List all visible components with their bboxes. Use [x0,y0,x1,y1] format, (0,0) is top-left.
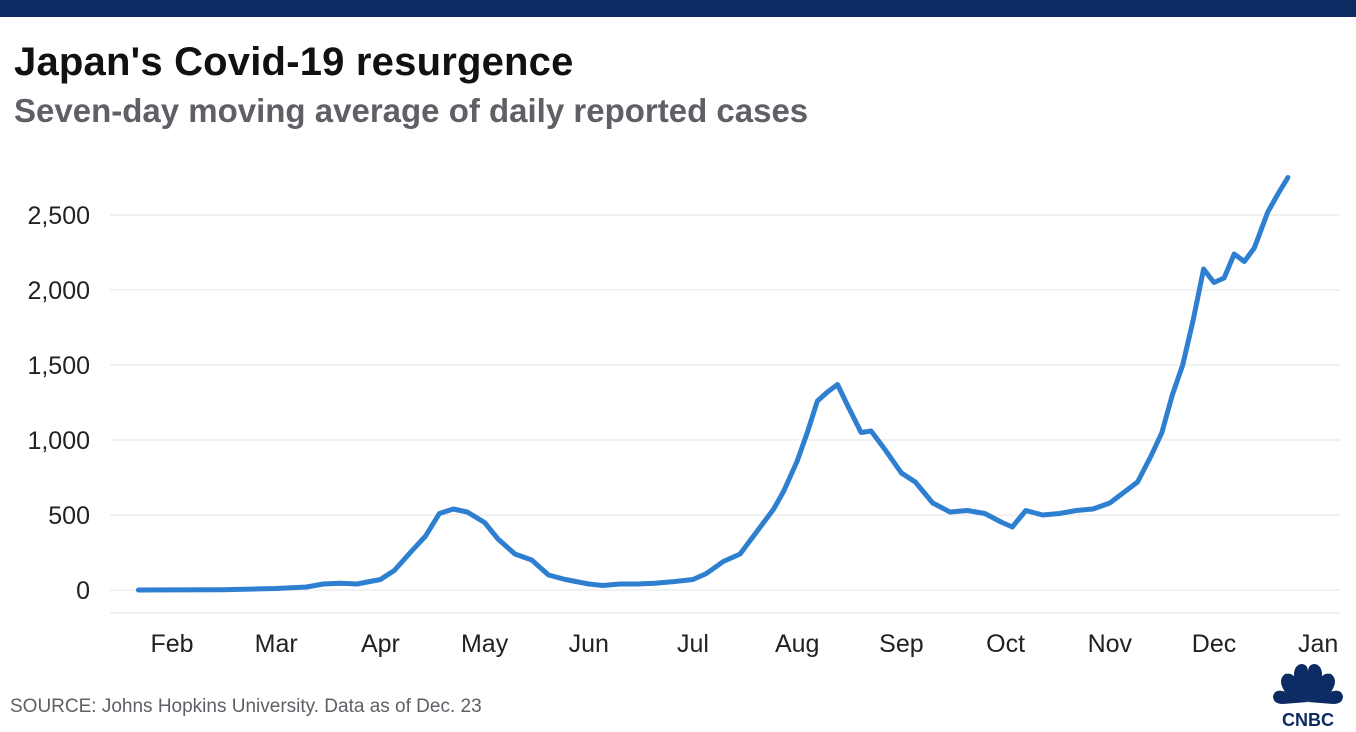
chart-title: Japan's Covid-19 resurgence [14,40,574,84]
gridlines [110,214,1340,614]
source-note: SOURCE: Johns Hopkins University. Data a… [10,696,482,717]
cnbc-peacock-logo: CNBC [1273,664,1343,730]
y-tick-label: 2,000 [27,277,90,305]
x-tick-label: Jan [1298,630,1338,658]
x-tick-label: Dec [1192,630,1236,658]
x-tick-label: Aug [775,630,819,658]
y-tick-label: 0 [76,577,90,605]
top-brand-bar [0,0,1356,17]
svg-text:CNBC: CNBC [1282,710,1334,730]
chart-subtitle: Seven-day moving average of daily report… [14,92,809,129]
y-tick-label: 1,000 [27,427,90,455]
x-tick-label: Jul [677,630,709,658]
y-tick-label: 2,500 [27,202,90,230]
x-tick-label: Jun [569,630,609,658]
x-tick-label: May [461,630,509,658]
x-tick-label: Mar [255,630,298,658]
x-tick-label: Nov [1088,630,1133,658]
x-tick-label: Apr [361,630,400,658]
series-line-daily-cases [135,175,1291,593]
y-axis-ticks: 0 500 1,000 1,500 2,000 2,500 [27,202,90,605]
x-tick-label: Feb [150,630,193,658]
x-tick-label: Sep [879,630,923,658]
y-tick-label: 1,500 [27,352,90,380]
x-tick-label: Oct [986,630,1025,658]
x-axis-ticks: Feb Mar Apr May Jun Jul Aug Sep Oct Nov Dec Jan [150,630,1338,658]
y-tick-label: 500 [48,502,90,530]
